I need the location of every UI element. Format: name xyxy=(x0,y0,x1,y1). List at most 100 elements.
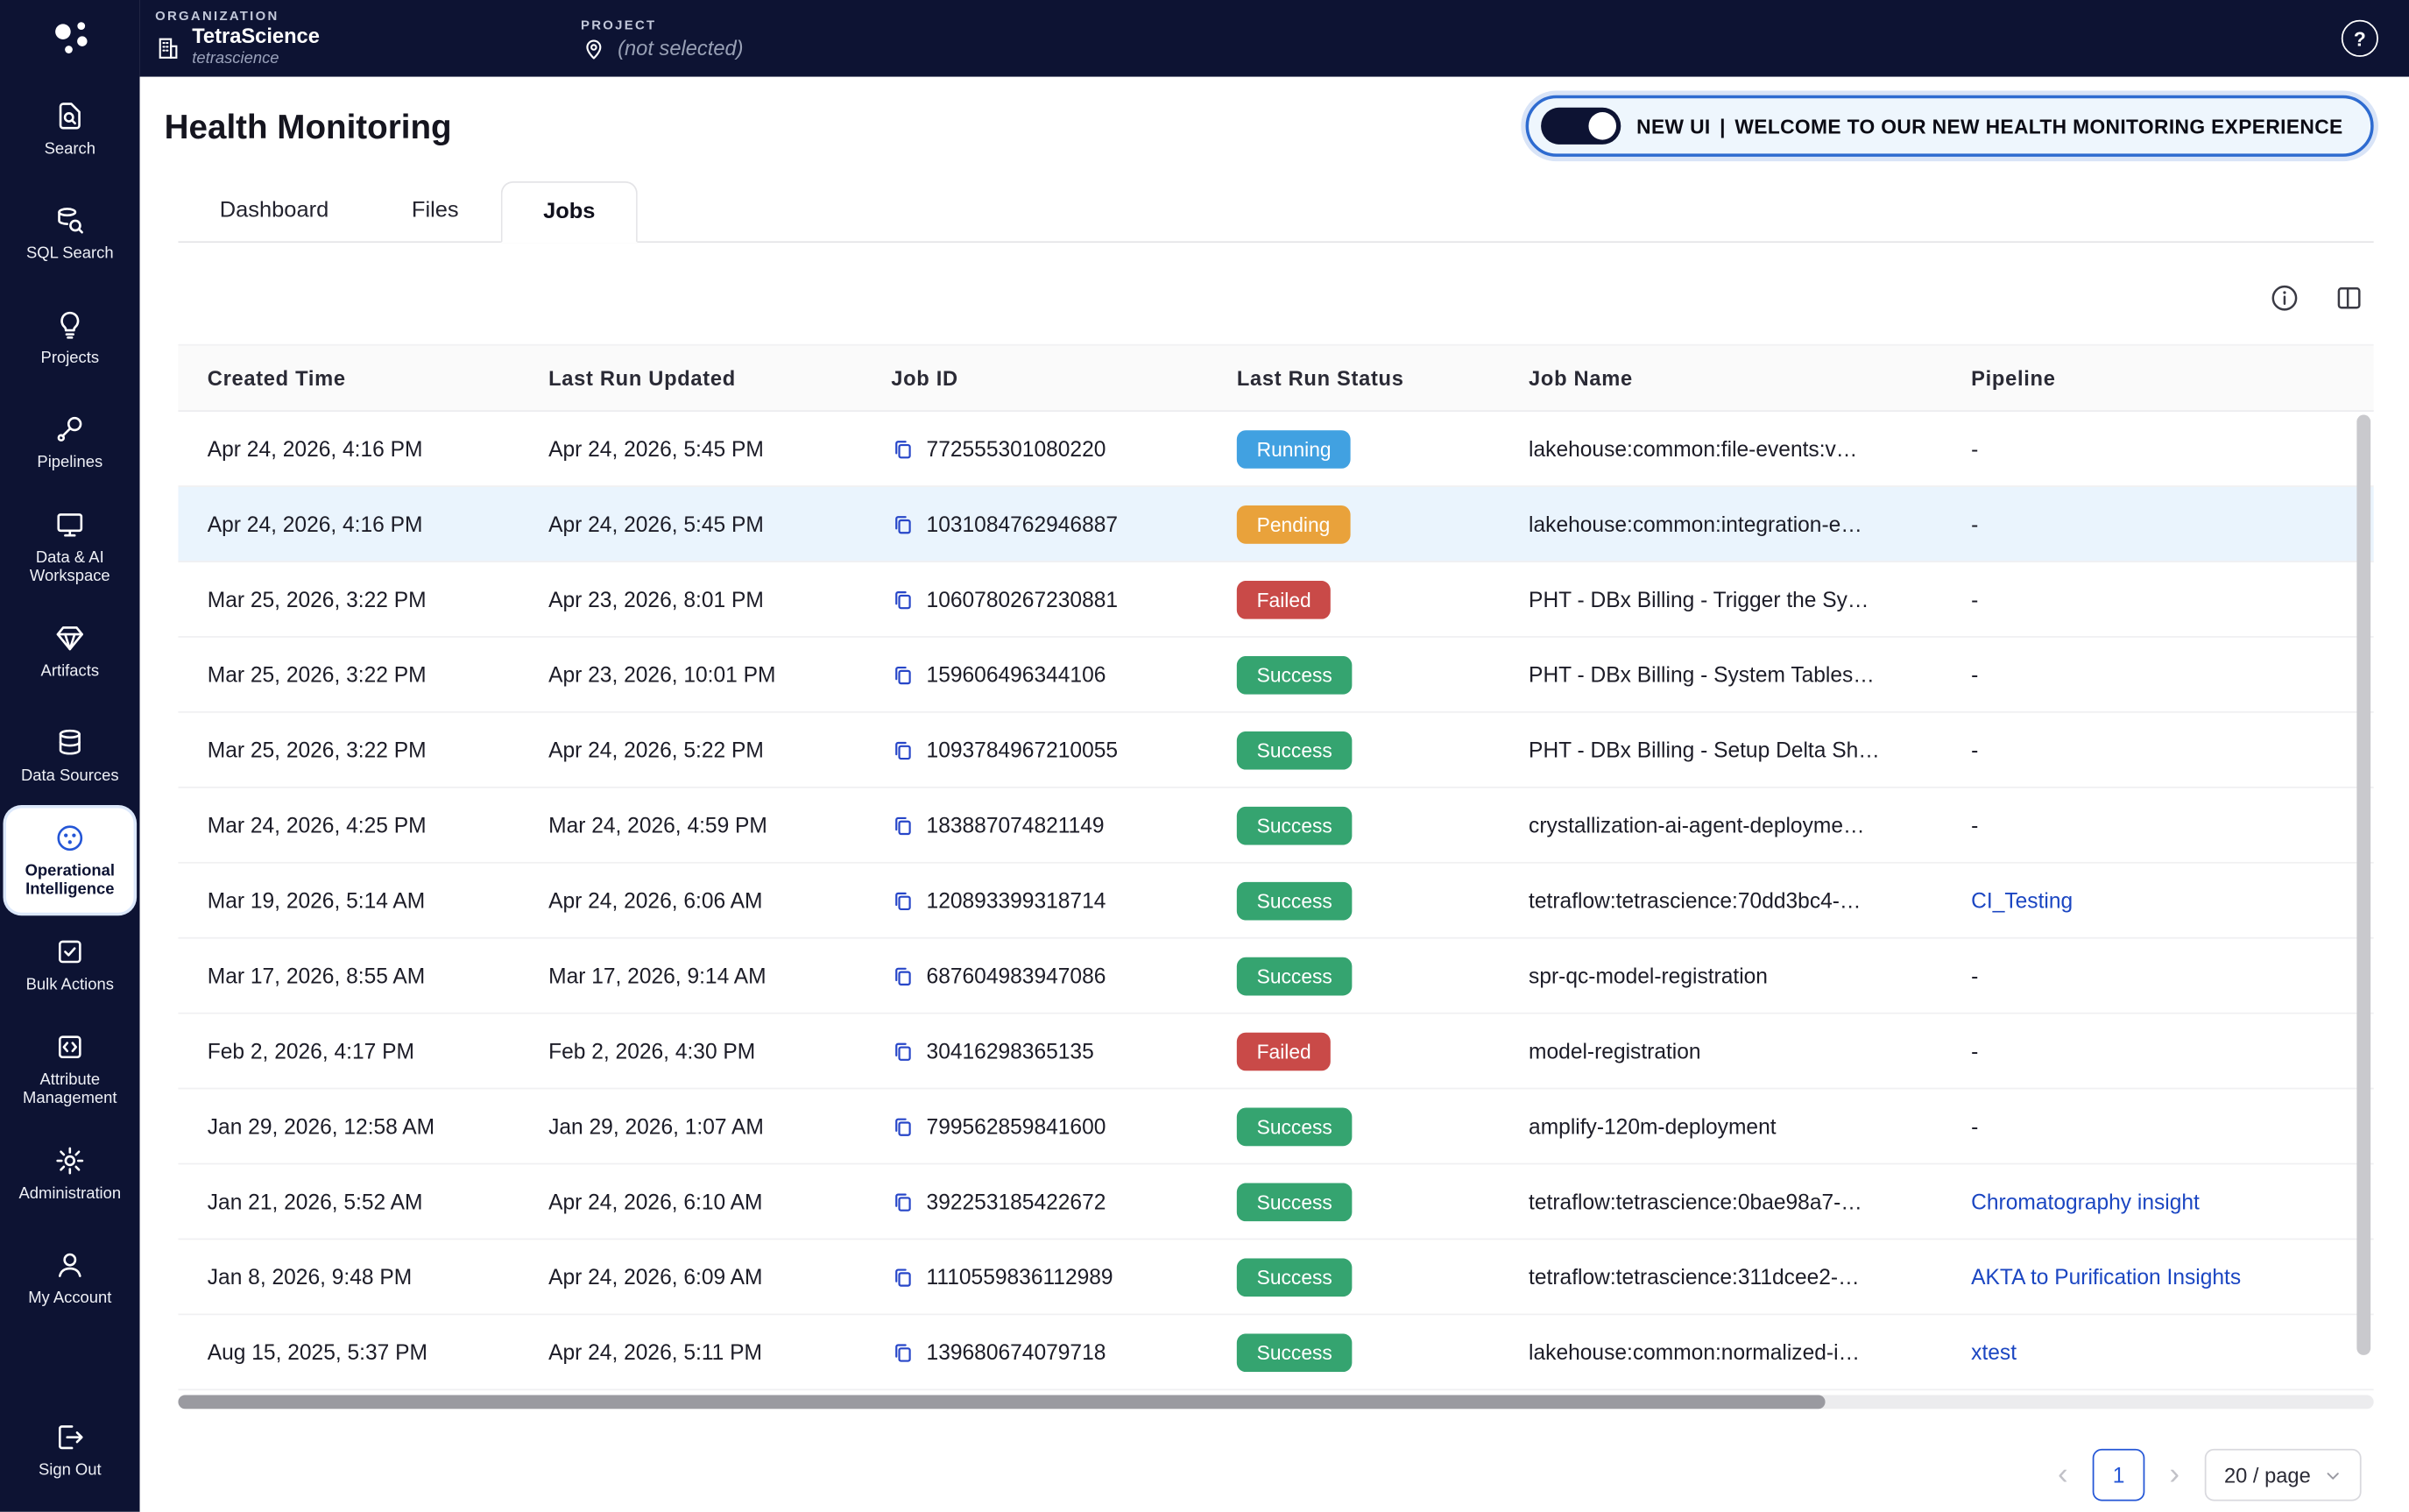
sidebar-item-label: Operational Intelligence xyxy=(25,861,115,899)
copy-job-id-icon[interactable] xyxy=(891,1264,914,1290)
sidebar-item-label: Administration xyxy=(18,1184,122,1204)
last-run-updated-cell: Apr 24, 2026, 5:45 PM xyxy=(548,512,764,537)
page-number-button[interactable]: 1 xyxy=(2092,1448,2145,1501)
table-row[interactable]: Jan 29, 2026, 12:58 AM Jan 29, 2026, 1:0… xyxy=(178,1089,2374,1165)
help-icon[interactable]: ? xyxy=(2341,19,2378,57)
created-time-cell: Mar 17, 2026, 8:55 AM xyxy=(207,963,426,988)
job-name-cell: spr-qc-model-registration xyxy=(1529,963,1768,988)
sidebar-item-my-account[interactable]: My Account xyxy=(0,1226,140,1331)
status-badge: Success xyxy=(1236,805,1353,844)
job-id-value: 120893399318714 xyxy=(926,887,1106,913)
copy-job-id-icon[interactable] xyxy=(891,737,914,763)
sidebar-item-administration[interactable]: Administration xyxy=(0,1121,140,1226)
table-row[interactable]: Mar 25, 2026, 3:22 PM Apr 23, 2026, 8:01… xyxy=(178,562,2374,638)
job-id-cell: 687604983947086 xyxy=(862,963,1208,989)
sidebar-item-data-ai-workspace[interactable]: Data & AI Workspace xyxy=(0,495,140,599)
table-row[interactable]: Feb 2, 2026, 4:17 PM Feb 2, 2026, 4:30 P… xyxy=(178,1014,2374,1090)
pipeline-cell[interactable]: AKTA to Purification Insights xyxy=(1971,1264,2242,1289)
column-header-created-time[interactable]: Created Time xyxy=(207,366,346,390)
copy-job-id-icon[interactable] xyxy=(891,963,914,989)
last-run-updated-cell: Apr 23, 2026, 8:01 PM xyxy=(548,586,764,612)
last-run-status-cell: Success xyxy=(1208,956,1500,995)
last-run-updated-cell: Feb 2, 2026, 4:30 PM xyxy=(548,1038,756,1063)
new-ui-toggle[interactable] xyxy=(1541,107,1621,145)
sign-out-icon xyxy=(58,1425,83,1450)
tab-jobs[interactable]: Jobs xyxy=(499,180,639,244)
next-page-icon[interactable]: › xyxy=(2169,1458,2180,1492)
sidebar-item-search[interactable]: Search xyxy=(0,77,140,181)
top-bar: ORGANIZATION TetraScience tetrascience P… xyxy=(139,0,2409,77)
organization-name[interactable]: TetraScience xyxy=(192,25,320,48)
copy-job-id-icon[interactable] xyxy=(891,1339,914,1365)
sidebar-item-projects[interactable]: Projects xyxy=(0,286,140,390)
column-header-job-name[interactable]: Job Name xyxy=(1500,366,1942,389)
sidebar-item-attribute-management[interactable]: Attribute Management xyxy=(0,1017,140,1121)
job-id-value: 799562859841600 xyxy=(926,1113,1106,1139)
tetrascience-logo-icon[interactable] xyxy=(0,0,140,77)
sidebar-item-bulk-actions[interactable]: Bulk Actions xyxy=(0,913,140,1017)
tab-files[interactable]: Files xyxy=(411,198,459,223)
last-run-status-cell: Success xyxy=(1208,1106,1500,1146)
last-run-updated-cell: Mar 17, 2026, 9:14 AM xyxy=(548,963,766,988)
copy-job-id-icon[interactable] xyxy=(891,1189,914,1215)
column-header-pipeline[interactable]: Pipeline xyxy=(1942,366,2374,389)
new-ui-banner: NEW UI | WELCOME TO OUR NEW HEALTH MONITOR… xyxy=(1525,95,2374,157)
tab-dashboard[interactable]: Dashboard xyxy=(219,198,329,223)
sidebar-spacer xyxy=(0,1331,140,1398)
table-row[interactable]: Aug 15, 2025, 5:37 PM Apr 24, 2026, 5:11… xyxy=(178,1315,2374,1391)
table-row[interactable]: Mar 25, 2026, 3:22 PM Apr 23, 2026, 10:0… xyxy=(178,638,2374,713)
page-header: Health Monitoring NEW UI | WELCOME TO OUR … xyxy=(165,95,2374,157)
column-header-last-run-status[interactable]: Last Run Status xyxy=(1208,366,1500,389)
sidebar-item-label: Projects xyxy=(40,349,100,368)
table-row[interactable]: Mar 24, 2026, 4:25 PM Mar 24, 2026, 4:59… xyxy=(178,788,2374,864)
sidebar-item-label: Pipelines xyxy=(37,453,103,472)
sidebar-item-artifacts[interactable]: Artifacts xyxy=(0,599,140,703)
copy-job-id-icon[interactable] xyxy=(891,1038,914,1064)
job-name-cell: PHT - DBx Billing - Trigger the Sy… xyxy=(1529,586,1869,612)
gear-icon xyxy=(56,1147,84,1175)
copy-job-id-icon[interactable] xyxy=(891,511,914,537)
copy-job-id-icon[interactable] xyxy=(891,661,914,688)
sidebar-item-data-sources[interactable]: Data Sources xyxy=(0,703,140,808)
job-id-value: 1110559836112989 xyxy=(926,1264,1113,1289)
status-badge: Success xyxy=(1236,730,1353,769)
pipeline-cell[interactable]: xtest xyxy=(1971,1339,2017,1365)
pipeline-cell[interactable]: CI_Testing xyxy=(1971,887,2073,913)
copy-job-id-icon[interactable] xyxy=(891,586,914,612)
job-id-value: 1093784967210055 xyxy=(926,737,1119,762)
sidebar-item-label: SQL Search xyxy=(25,244,114,263)
vertical-scrollbar[interactable] xyxy=(2356,414,2371,1355)
created-time-cell: Mar 25, 2026, 3:22 PM xyxy=(207,661,427,687)
sidebar-item-operational-intelligence[interactable]: Operational Intelligence xyxy=(6,808,134,913)
column-header-last-run-updated[interactable]: Last Run Updated xyxy=(519,366,862,389)
table-row[interactable]: Mar 19, 2026, 5:14 AM Apr 24, 2026, 6:06… xyxy=(178,864,2374,939)
horizontal-scrollbar-thumb[interactable] xyxy=(178,1395,1826,1410)
info-icon[interactable] xyxy=(2269,283,2300,314)
table-row[interactable]: Apr 24, 2026, 4:16 PM Apr 24, 2026, 5:45… xyxy=(178,412,2374,487)
table-row[interactable]: Apr 24, 2026, 4:16 PM Apr 24, 2026, 5:45… xyxy=(178,486,2374,562)
column-header-job-id[interactable]: Job ID xyxy=(862,366,1208,389)
sidebar-item-sql-search[interactable]: SQL Search xyxy=(0,181,140,286)
previous-page-icon[interactable]: ‹ xyxy=(2057,1458,2068,1492)
sidebar-item-sign-out[interactable]: Sign Out xyxy=(0,1398,140,1502)
table-row[interactable]: Mar 25, 2026, 3:22 PM Apr 24, 2026, 5:22… xyxy=(178,713,2374,788)
copy-job-id-icon[interactable] xyxy=(891,887,914,914)
copy-job-id-icon[interactable] xyxy=(891,435,914,462)
sidebar-item-pipelines[interactable]: Pipelines xyxy=(0,390,140,494)
organization-block: ORGANIZATION TetraScience tetrascience xyxy=(155,8,320,68)
copy-job-id-icon[interactable] xyxy=(891,812,914,838)
sidebar-item-label: Search xyxy=(44,139,95,159)
horizontal-scrollbar-track[interactable] xyxy=(178,1395,2374,1410)
pipeline-cell[interactable]: Chromatography insight xyxy=(1971,1189,2200,1214)
sidebar-item-label: Sign Out xyxy=(38,1460,102,1480)
table-row[interactable]: Jan 8, 2026, 9:48 PM Apr 24, 2026, 6:09 … xyxy=(178,1240,2374,1316)
project-value[interactable]: (not selected) xyxy=(618,36,744,60)
copy-job-id-icon[interactable] xyxy=(891,1113,914,1140)
last-run-status-cell: Success xyxy=(1208,805,1500,844)
columns-icon[interactable] xyxy=(2334,283,2364,314)
table-row[interactable]: Mar 17, 2026, 8:55 AM Mar 17, 2026, 9:14… xyxy=(178,939,2374,1014)
table-row[interactable]: Jan 21, 2026, 5:52 AM Apr 24, 2026, 6:10… xyxy=(178,1164,2374,1240)
page-size-select[interactable]: 20 / page xyxy=(2204,1448,2362,1501)
location-pin-icon xyxy=(586,39,602,59)
last-run-status-cell: Success xyxy=(1208,1257,1500,1297)
